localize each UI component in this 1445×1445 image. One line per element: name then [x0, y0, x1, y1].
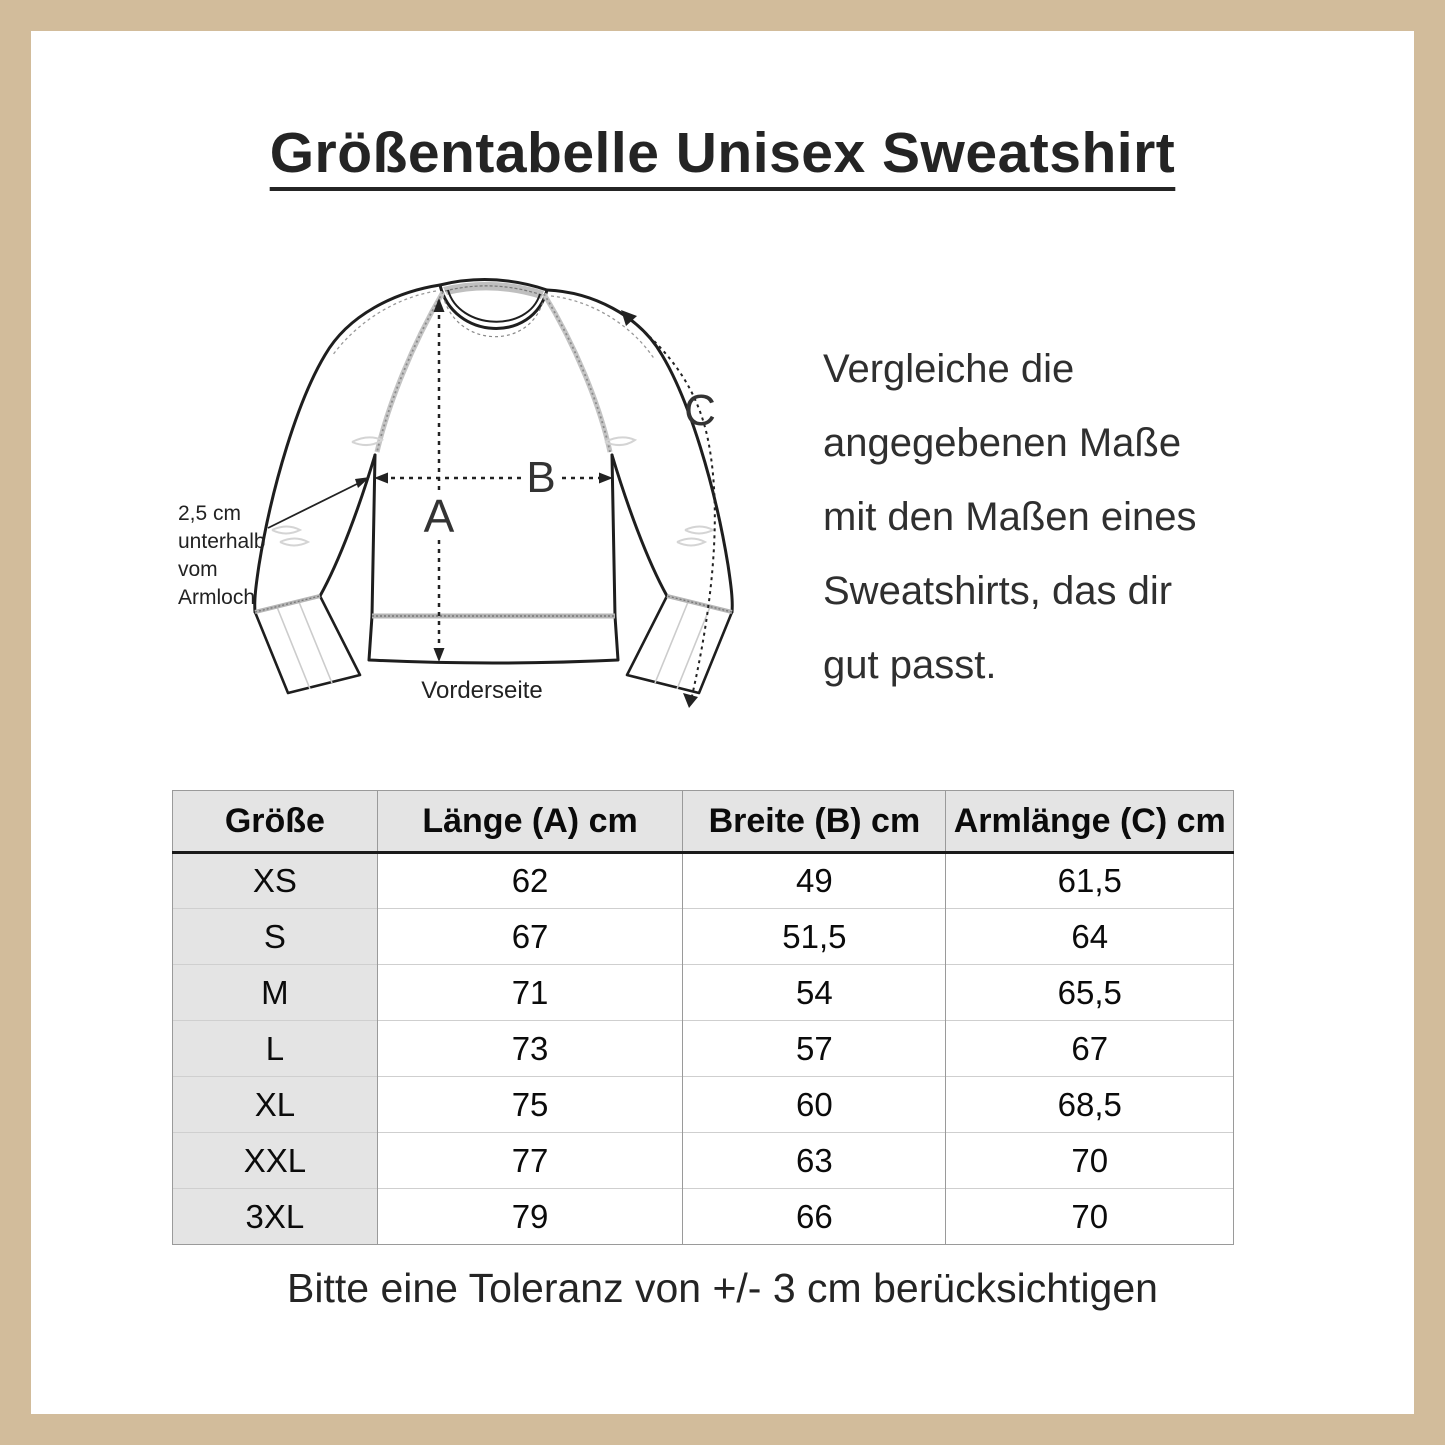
- raglan-seam-left: [374, 290, 446, 453]
- svg-text:2,5 cm: 2,5 cm: [178, 502, 241, 525]
- cuff-ribbing-lines: [276, 601, 711, 690]
- size-cell: M: [172, 964, 378, 1021]
- size-cell: L: [172, 1020, 378, 1077]
- tolerance-note: Bitte eine Toleranz von +/- 3 cm berücks…: [287, 1265, 1158, 1311]
- breite-cell: 54: [682, 964, 947, 1021]
- size-table: Größe Länge (A) cm Breite (B) cm Armlänge (…: [172, 790, 1234, 1245]
- sweatshirt-diagram: A B C 2,5 cm unterha: [160, 260, 780, 720]
- measure-a-label: A: [424, 490, 455, 542]
- measure-b-line: [374, 472, 613, 484]
- table-row: M 71 54 65,5: [172, 964, 1234, 1021]
- sweatshirt-drawing: A B C 2,5 cm unterha: [178, 278, 734, 708]
- table-row: XXL 77 63 70: [172, 1132, 1234, 1189]
- measure-b-label: B: [526, 453, 555, 502]
- fabric-crease-marks: [271, 436, 716, 547]
- column-header: Länge (A) cm: [376, 790, 684, 854]
- armlaenge-cell: 70: [945, 1132, 1234, 1189]
- svg-text:unterhalb: unterhalb: [178, 530, 266, 553]
- fit-hint-line: angegebenen Maße: [823, 421, 1182, 465]
- armlaenge-cell: 67: [945, 1020, 1234, 1077]
- fit-hint-line: gut passt.: [823, 643, 997, 687]
- svg-text:Armloch: Armloch: [178, 586, 255, 609]
- size-table-body: XS 62 49 61,5 S 67 51,5 64 M 71 54 65,5: [172, 852, 1234, 1245]
- armlaenge-cell: 70: [945, 1188, 1234, 1245]
- size-cell: XL: [172, 1076, 378, 1133]
- breite-cell: 49: [682, 852, 947, 909]
- breite-cell: 57: [682, 1020, 947, 1077]
- size-cell: XXL: [172, 1132, 378, 1189]
- table-row: XS 62 49 61,5: [172, 852, 1234, 909]
- measure-a-label-bg: [421, 494, 457, 540]
- armhole-annotation-arrow: [267, 477, 370, 529]
- measure-a-line: [433, 298, 445, 662]
- cuff-seams: [254, 594, 733, 614]
- size-cell: XS: [172, 852, 378, 909]
- shoulder-stitch-right: [550, 295, 656, 361]
- armlaenge-cell: 65,5: [945, 964, 1234, 1021]
- laenge-cell: 73: [376, 1020, 684, 1077]
- laenge-cell: 67: [376, 908, 684, 965]
- breite-cell: 51,5: [682, 908, 947, 965]
- collar: [438, 281, 549, 338]
- size-table-header: Größe Länge (A) cm Breite (B) cm Armlänge (…: [172, 790, 1234, 854]
- shoulder-stitch-left: [331, 290, 437, 357]
- measure-b-label-bg: [522, 456, 560, 498]
- table-row: S 67 51,5 64: [172, 908, 1234, 965]
- laenge-cell: 79: [376, 1188, 684, 1245]
- table-row: L 73 57 67: [172, 1020, 1234, 1077]
- column-header: Größe: [172, 790, 378, 854]
- fit-hint-line: Vergleiche die: [823, 347, 1075, 391]
- size-cell: S: [172, 908, 378, 965]
- svg-text:vom: vom: [178, 558, 218, 581]
- table-row: XL 75 60 68,5: [172, 1076, 1234, 1133]
- column-header: Armlänge (C) cm: [945, 790, 1234, 854]
- armlaenge-cell: 64: [945, 908, 1234, 965]
- sweatshirt-outline: [253, 278, 734, 665]
- laenge-cell: 62: [376, 852, 684, 909]
- laenge-cell: 75: [376, 1076, 684, 1133]
- front-side-label: Vorderseite: [421, 677, 542, 704]
- breite-cell: 66: [682, 1188, 947, 1245]
- fit-hint-line: Sweatshirts, das dir: [823, 569, 1173, 613]
- size-cell: 3XL: [172, 1188, 378, 1245]
- sweatshirt-silhouette: [254, 279, 733, 693]
- armhole-annotation-text: 2,5 cm unterhalb vom Armloch: [178, 502, 266, 609]
- column-header: Breite (B) cm: [682, 790, 947, 854]
- measure-c-curve: [621, 310, 716, 708]
- breite-cell: 63: [682, 1132, 947, 1189]
- fit-hint-line: mit den Maßen eines: [823, 495, 1197, 539]
- armlaenge-cell: 61,5: [945, 852, 1234, 909]
- right-cuff: [625, 594, 734, 695]
- left-cuff: [253, 594, 362, 695]
- table-row: 3XL 79 66 70: [172, 1188, 1234, 1245]
- measure-c-label: C: [684, 386, 716, 435]
- breite-cell: 60: [682, 1076, 947, 1133]
- armlaenge-cell: 68,5: [945, 1076, 1234, 1133]
- laenge-cell: 71: [376, 964, 684, 1021]
- laenge-cell: 77: [376, 1132, 684, 1189]
- raglan-seam-right: [541, 292, 613, 453]
- fit-hint-text: Vergleiche die angegebenen Maße mit den Ma…: [823, 332, 1263, 702]
- page-title: Größentabelle Unisex Sweatshirt: [269, 121, 1176, 185]
